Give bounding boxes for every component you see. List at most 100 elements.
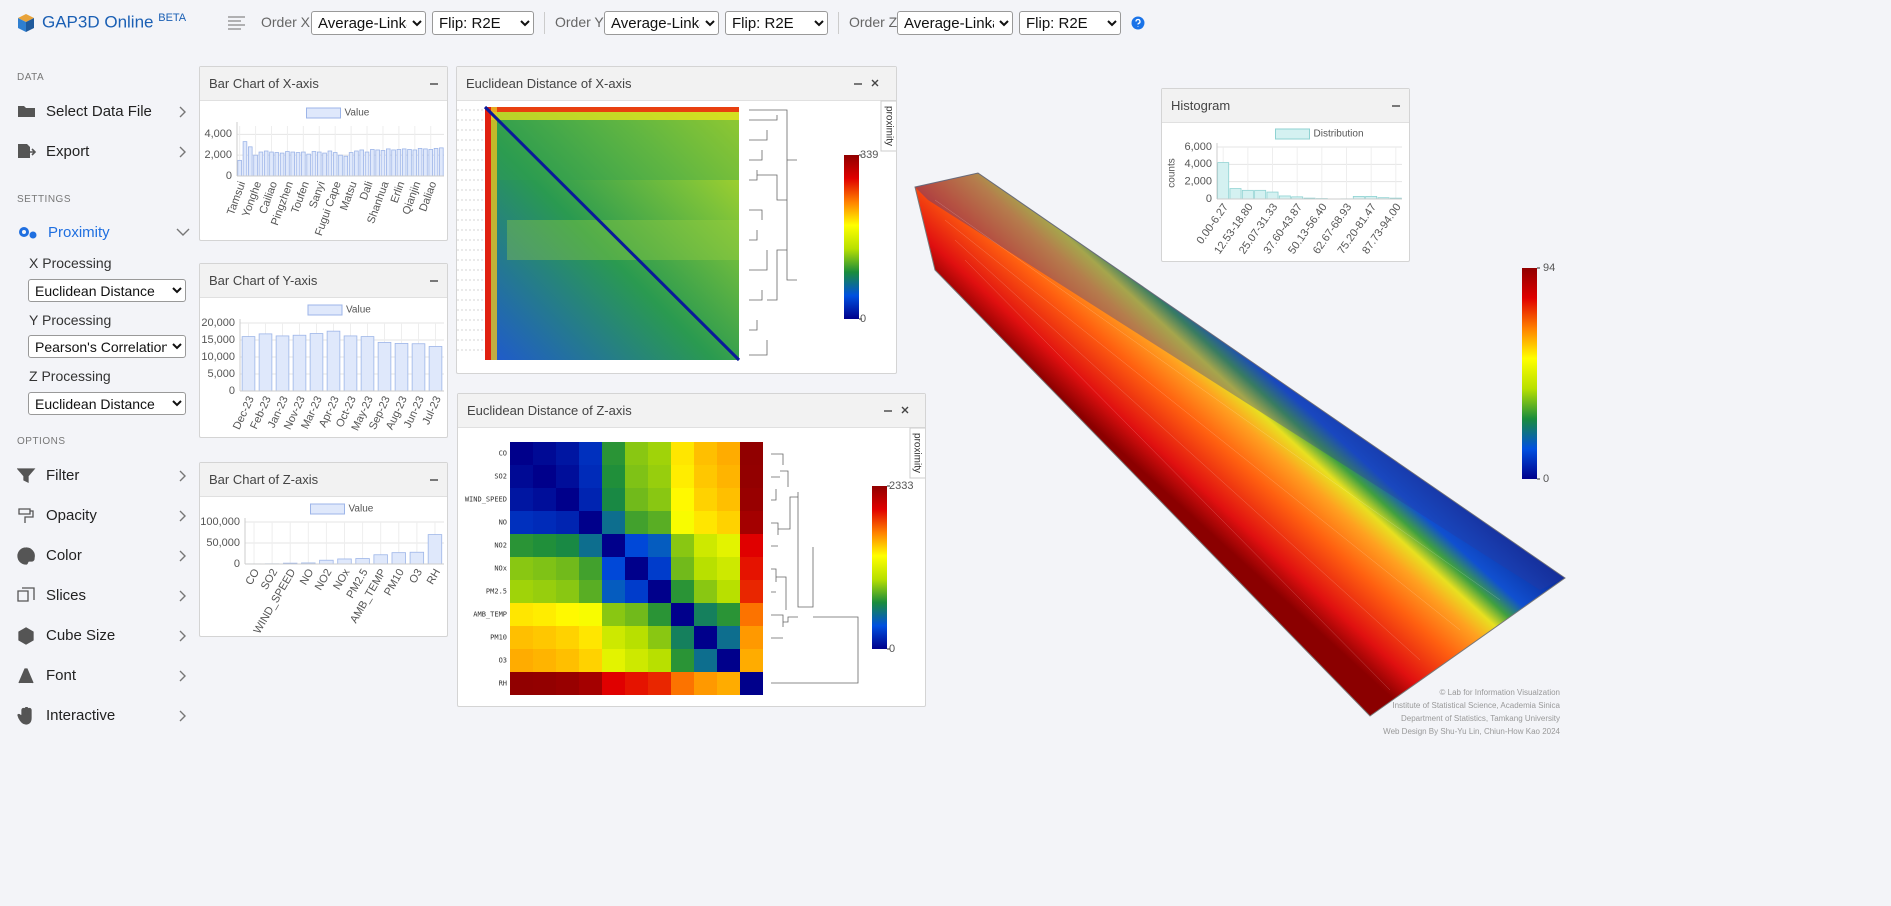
colorbar [844,155,859,319]
order-method[interactable]: Average-Linkage [604,11,719,35]
icon-shape [17,587,35,602]
panel-title: Euclidean Distance of Z-axis [467,403,632,418]
chevron [179,550,186,562]
order-label: Order Y [555,14,604,30]
minimize-button[interactable] [429,78,439,88]
heatmap-cell [556,626,579,649]
bar [343,155,349,177]
processing-select[interactable]: Euclidean Distance [28,279,186,302]
legend-label: Value [346,305,371,316]
heatmap-cell [694,672,717,695]
heatmap-image [457,105,741,362]
heatmap-cell [579,649,602,672]
tab[interactable] [909,427,925,479]
chevron-shape [179,590,186,602]
menu-item[interactable]: Cube Size [0,624,195,648]
menu-item[interactable]: Font [0,664,195,688]
heatmap-cell [625,488,648,511]
bar [311,151,317,177]
heatmap-cell [510,672,533,695]
heatmap-cell [579,672,602,695]
tab[interactable] [880,100,896,152]
heatmap-cell [579,603,602,626]
chevron-shape [179,670,186,682]
panel: Euclidean Distance of Z-axis proximity C… [457,393,926,707]
menu-item[interactable]: Select Data File [0,100,195,124]
heatmap-cell [740,603,763,626]
minimize-button[interactable] [1391,100,1401,110]
heatmap-cell [625,511,648,534]
row-label: NOx [494,565,507,573]
heatmap-cell [740,626,763,649]
order-method[interactable]: Average-Linkage [311,11,426,35]
minimize-button[interactable] [853,78,863,88]
colorbar-label: 339 [860,149,878,161]
panel: Bar Chart of Z-axis Value 0 50,000 100,000 C… [199,462,448,637]
heatmap-cell [694,442,717,465]
close-button[interactable] [870,78,880,88]
minimize-button[interactable] [883,405,893,415]
row-label: CO [499,450,507,458]
heatmap-cell [740,488,763,511]
menu-item[interactable]: Interactive [0,704,195,728]
order-flip[interactable]: Flip: R2E [1019,11,1121,35]
colorbar-label: 94 [1543,262,1555,274]
chevron [179,630,186,642]
y-tick-label: 2,000 [204,149,232,161]
heatmap-cell [717,534,740,557]
row-label: WIND_SPEED [465,496,507,504]
minimize-button[interactable] [429,474,439,484]
menu-label: Interactive [46,707,116,724]
y-axis-label: counts [1167,158,1178,187]
section-label: OPTIONS [17,436,66,447]
panel-title: Histogram [1171,98,1231,113]
menu-item[interactable]: Proximity [0,221,195,245]
processing-select[interactable]: Euclidean Distance [28,392,186,415]
heatmap-cell [533,465,556,488]
heatmap-cell [671,603,694,626]
cube[interactable] [914,172,1566,717]
menu-label: Cube Size [46,627,116,644]
colorbar [1522,268,1537,479]
heatmap-cell [510,511,533,534]
section-label: SETTINGS [17,194,72,205]
close-button[interactable] [900,405,910,415]
heatmap-cell [556,511,579,534]
menu-toggle[interactable] [228,16,246,30]
heatmap-cell [602,511,625,534]
heatmap-cell [648,557,671,580]
menu-item[interactable]: Export [0,140,195,164]
export-icon [18,144,37,158]
y-tick-label: 0 [229,385,235,397]
heatmap-cell [579,511,602,534]
heatmap-cell [579,534,602,557]
help-icon[interactable] [1131,16,1145,30]
y-tick-label: 10,000 [201,351,235,363]
heatmap-cell [694,465,717,488]
bar [394,343,409,392]
bar [290,151,295,177]
menu-item[interactable]: Slices [0,584,195,608]
y-tick-label: 5,000 [207,368,235,380]
bar [417,147,423,177]
row-label: PM2.5 [486,588,507,596]
panel-header: Histogram [1162,89,1409,123]
menu-item[interactable]: Filter [0,464,195,488]
processing-select[interactable]: Pearson's Correlation [28,335,186,358]
icon-shape [18,508,34,523]
bar [439,147,444,177]
y-tick-label: 15,000 [201,334,235,346]
bar [279,152,285,177]
heatmap-cell [625,442,648,465]
minimize-button[interactable] [429,275,439,285]
bar-chart: Value02,0004,000TamsuiYongheCailiaoPingz… [204,107,444,237]
menu-item[interactable]: Color [0,544,195,568]
heatmap-cell [625,557,648,580]
order-flip[interactable]: Flip: R2E [432,11,534,35]
menu-item[interactable]: Opacity [0,504,195,528]
legend-label: Value [349,504,374,515]
legend-label: Distribution [1314,129,1364,140]
order-flip[interactable]: Flip: R2E [725,11,828,35]
order-method[interactable]: Average-Linkage [897,11,1013,35]
